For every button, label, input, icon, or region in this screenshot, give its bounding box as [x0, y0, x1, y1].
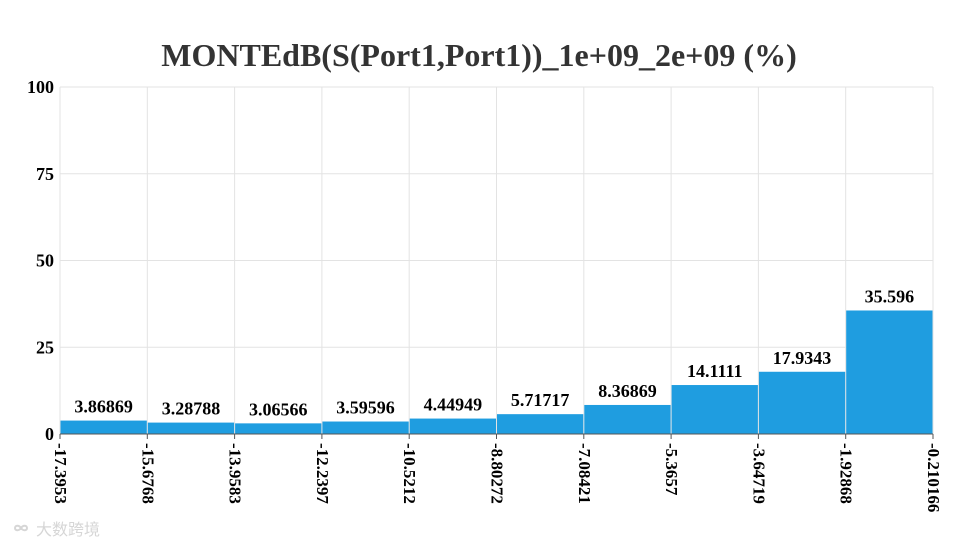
x-tick-label: -10.5212 — [400, 443, 419, 504]
y-tick-label: 100 — [27, 77, 54, 97]
data-label: 3.86869 — [74, 397, 133, 417]
x-tick-label: -3.64719 — [749, 443, 768, 504]
x-tick-label: -0.210166 — [924, 443, 943, 512]
data-label: 3.06566 — [249, 399, 308, 419]
bar — [147, 422, 235, 434]
data-labels-group: 3.86869 3.28788 3.06566 3.59596 4.44949 5.717… — [74, 286, 914, 419]
data-label: 5.71717 — [511, 390, 570, 410]
bars-group — [60, 310, 933, 434]
watermark: 大数跨境 — [10, 516, 100, 540]
data-label: 3.59596 — [336, 398, 395, 418]
x-axis: -17.3953 -15.6768 -13.9583 -12.2397 -10.5212… — [51, 433, 943, 512]
x-tick-label: -8.80272 — [488, 443, 507, 504]
data-label: 4.44949 — [424, 395, 483, 415]
chart-title: MONTEdB(S(Port1,Port1))_1e+09_2e+09 (%) — [161, 37, 796, 73]
y-tick-label: 25 — [36, 337, 54, 357]
y-tick-label: 0 — [45, 424, 54, 444]
x-tick-label: -17.3953 — [51, 443, 70, 504]
watermark-text: 大数跨境 — [36, 520, 101, 539]
data-label: 35.596 — [865, 286, 915, 306]
grid-lines — [59, 86, 934, 434]
infinity-logo-icon — [13, 524, 29, 532]
data-label: 8.36869 — [598, 381, 657, 401]
x-tick-label: -5.3657 — [662, 443, 681, 496]
bar — [758, 371, 846, 434]
bar — [584, 404, 671, 434]
bar — [846, 310, 933, 434]
bar — [497, 414, 584, 434]
bar — [322, 421, 409, 434]
data-label: 14.1111 — [687, 361, 743, 381]
x-tick-label: -12.2397 — [313, 443, 332, 504]
bar — [60, 420, 147, 434]
y-axis: 0 25 50 75 100 — [27, 77, 54, 444]
x-tick-label: -7.08421 — [575, 443, 594, 504]
bar — [671, 385, 758, 434]
y-tick-label: 75 — [36, 164, 54, 184]
data-label: 17.9343 — [773, 348, 832, 368]
bar — [235, 423, 322, 434]
y-tick-label: 50 — [36, 251, 54, 271]
data-label: 3.28788 — [162, 399, 221, 419]
bar — [409, 418, 496, 434]
x-tick-label: -13.9583 — [226, 443, 245, 504]
x-tick-label: -1.92868 — [837, 443, 856, 504]
x-tick-label: -15.6768 — [138, 443, 157, 504]
